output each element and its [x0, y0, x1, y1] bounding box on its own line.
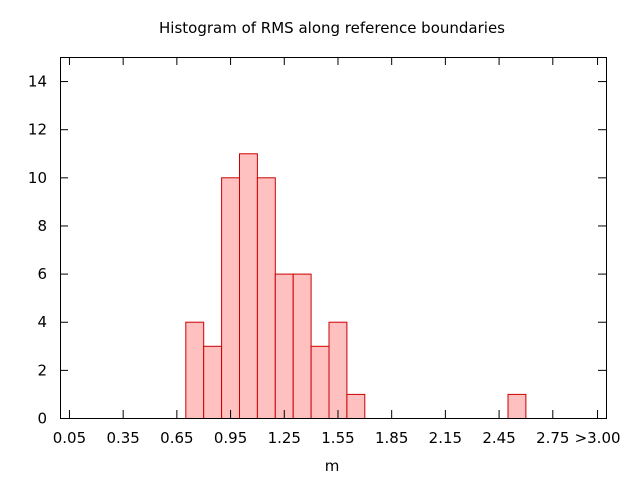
y-tick-label: 0: [37, 410, 47, 428]
x-tick-label: 0.65: [160, 429, 193, 447]
histogram-bar-8: [328, 321, 348, 420]
x-axis-label: m: [325, 457, 340, 475]
x-tick-label: 2.75: [536, 429, 569, 447]
x-tick-label: 1.85: [375, 429, 408, 447]
histogram-bar-1: [203, 345, 223, 419]
x-tick-label: 2.45: [482, 429, 515, 447]
x-tick-label: 0.05: [53, 429, 86, 447]
histogram-bar-7: [310, 345, 330, 419]
x-axis: 0.05 0.35 0.65 0.95 1.25 1.55 1.85 2.15 2.45 2.75…: [53, 57, 621, 447]
histogram-bar-3: [239, 153, 258, 420]
y-tick-label: 6: [37, 265, 47, 283]
y-tick-label: 10: [28, 169, 47, 187]
histogram-bar-10: [507, 393, 527, 419]
y-tick-label: 14: [28, 73, 47, 91]
x-tick-label: 1.55: [321, 429, 354, 447]
x-tick-label: 2.15: [429, 429, 462, 447]
histogram-bar-9: [346, 393, 366, 419]
bars-layer: [185, 153, 527, 420]
y-tick-label: 4: [37, 313, 47, 331]
x-tick-label: 0.35: [106, 429, 139, 447]
chart-title: Histogram of RMS along reference boundar…: [159, 19, 505, 37]
y-tick-label: 12: [28, 121, 47, 139]
histogram-bar-2: [221, 177, 241, 419]
x-tick-label: 0.95: [214, 429, 247, 447]
y-tick-label: 8: [37, 217, 47, 235]
histogram-bar-6: [292, 273, 312, 419]
histogram-bar-5: [274, 273, 294, 419]
x-tick-label: >3.00: [575, 429, 621, 447]
y-axis: 0 2 4 6 8 10 12 14: [28, 73, 606, 428]
y-tick-label: 2: [37, 361, 47, 379]
plot-frame: [60, 57, 607, 419]
histogram-bar-0: [185, 321, 205, 420]
x-tick-label: 1.25: [268, 429, 301, 447]
histogram-bar-4: [256, 177, 276, 419]
